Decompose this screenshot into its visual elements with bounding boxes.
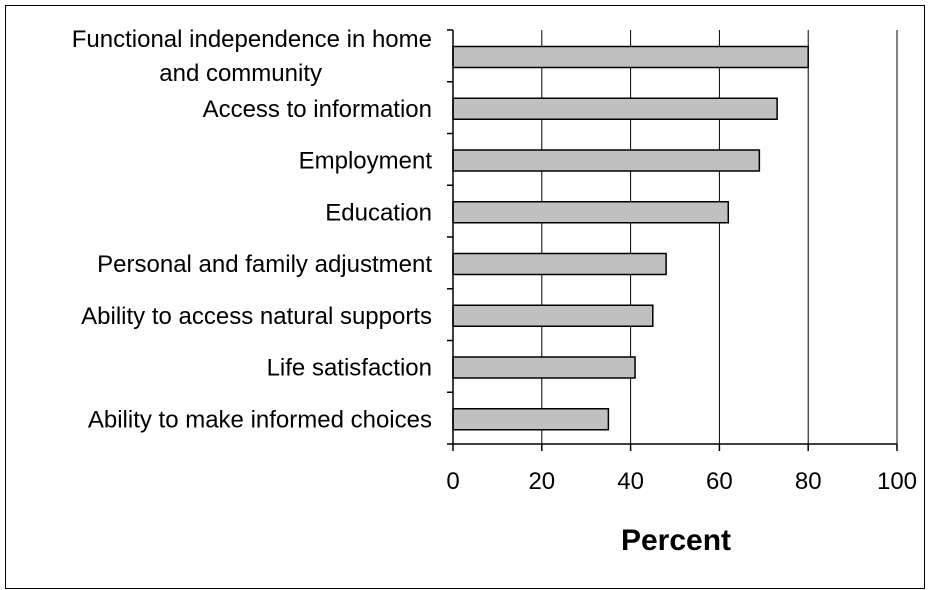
gridlines: [541, 30, 898, 444]
x-axis-title: Percent: [621, 524, 731, 557]
bar-5: [452, 304, 654, 327]
x-tick-label-20: 20: [528, 468, 555, 495]
category-label-0-line-2: and community: [159, 60, 322, 87]
category-label-5: Ability to access natural supports: [81, 303, 432, 330]
bar-6: [452, 356, 636, 379]
category-labels: Functional independence in home and commu…: [72, 26, 433, 433]
bar-1: [452, 97, 778, 120]
bar-7: [452, 408, 610, 431]
bars: [452, 45, 809, 431]
category-label-7: Ability to make informed choices: [88, 406, 432, 433]
category-label-6: Life satisfaction: [267, 355, 432, 382]
x-tick-label-80: 80: [795, 468, 822, 495]
axes: [447, 29, 898, 451]
bar-4: [452, 252, 667, 276]
x-tick-labels: 0 20 40 60 80 100: [446, 468, 917, 495]
bar-0: [452, 45, 809, 69]
x-tick-label-0: 0: [446, 468, 459, 495]
category-label-4: Personal and family adjustment: [97, 251, 432, 278]
bar-3: [452, 201, 730, 224]
category-label-3: Education: [325, 199, 432, 226]
x-tick-label-100: 100: [877, 468, 917, 495]
category-label-0-line-1: Functional independence in home: [72, 26, 432, 53]
x-tick-label-40: 40: [617, 468, 644, 495]
x-tick-label-60: 60: [706, 468, 733, 495]
category-label-2: Employment: [299, 148, 433, 175]
category-label-1: Access to information: [203, 96, 432, 123]
bar-2: [452, 149, 761, 172]
